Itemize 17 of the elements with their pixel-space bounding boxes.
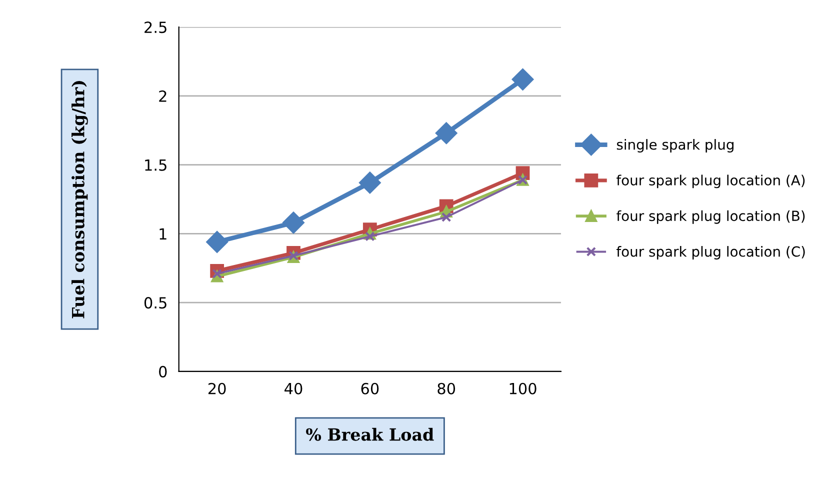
y-tick-label: 2.5 [144, 22, 166, 34]
legend-label: four spark plug location (C) [616, 246, 805, 260]
x-tick-label: 100 [510, 382, 536, 394]
x-tick-label: 20 [208, 382, 226, 394]
x-axis-title: % Break Load [306, 428, 434, 441]
x-tick-label: 40 [284, 382, 302, 394]
x-tick-label: 80 [438, 382, 456, 394]
x-tick-label: 60 [361, 382, 379, 394]
y-tick-label: 1 [160, 228, 166, 240]
y-axis-title: Fuel consumption (kg/hr) [72, 81, 88, 318]
y-tick-label: 2 [159, 90, 166, 102]
y-tick-label: 0.5 [144, 297, 166, 309]
legend-label: single spark plug [616, 139, 734, 152]
y-tick-label: 0 [159, 366, 167, 378]
y-tick-label: 1.5 [145, 159, 166, 171]
legend-label: four spark plug location (A) [616, 174, 805, 188]
legend-label: four spark plug location (B) [616, 210, 805, 224]
